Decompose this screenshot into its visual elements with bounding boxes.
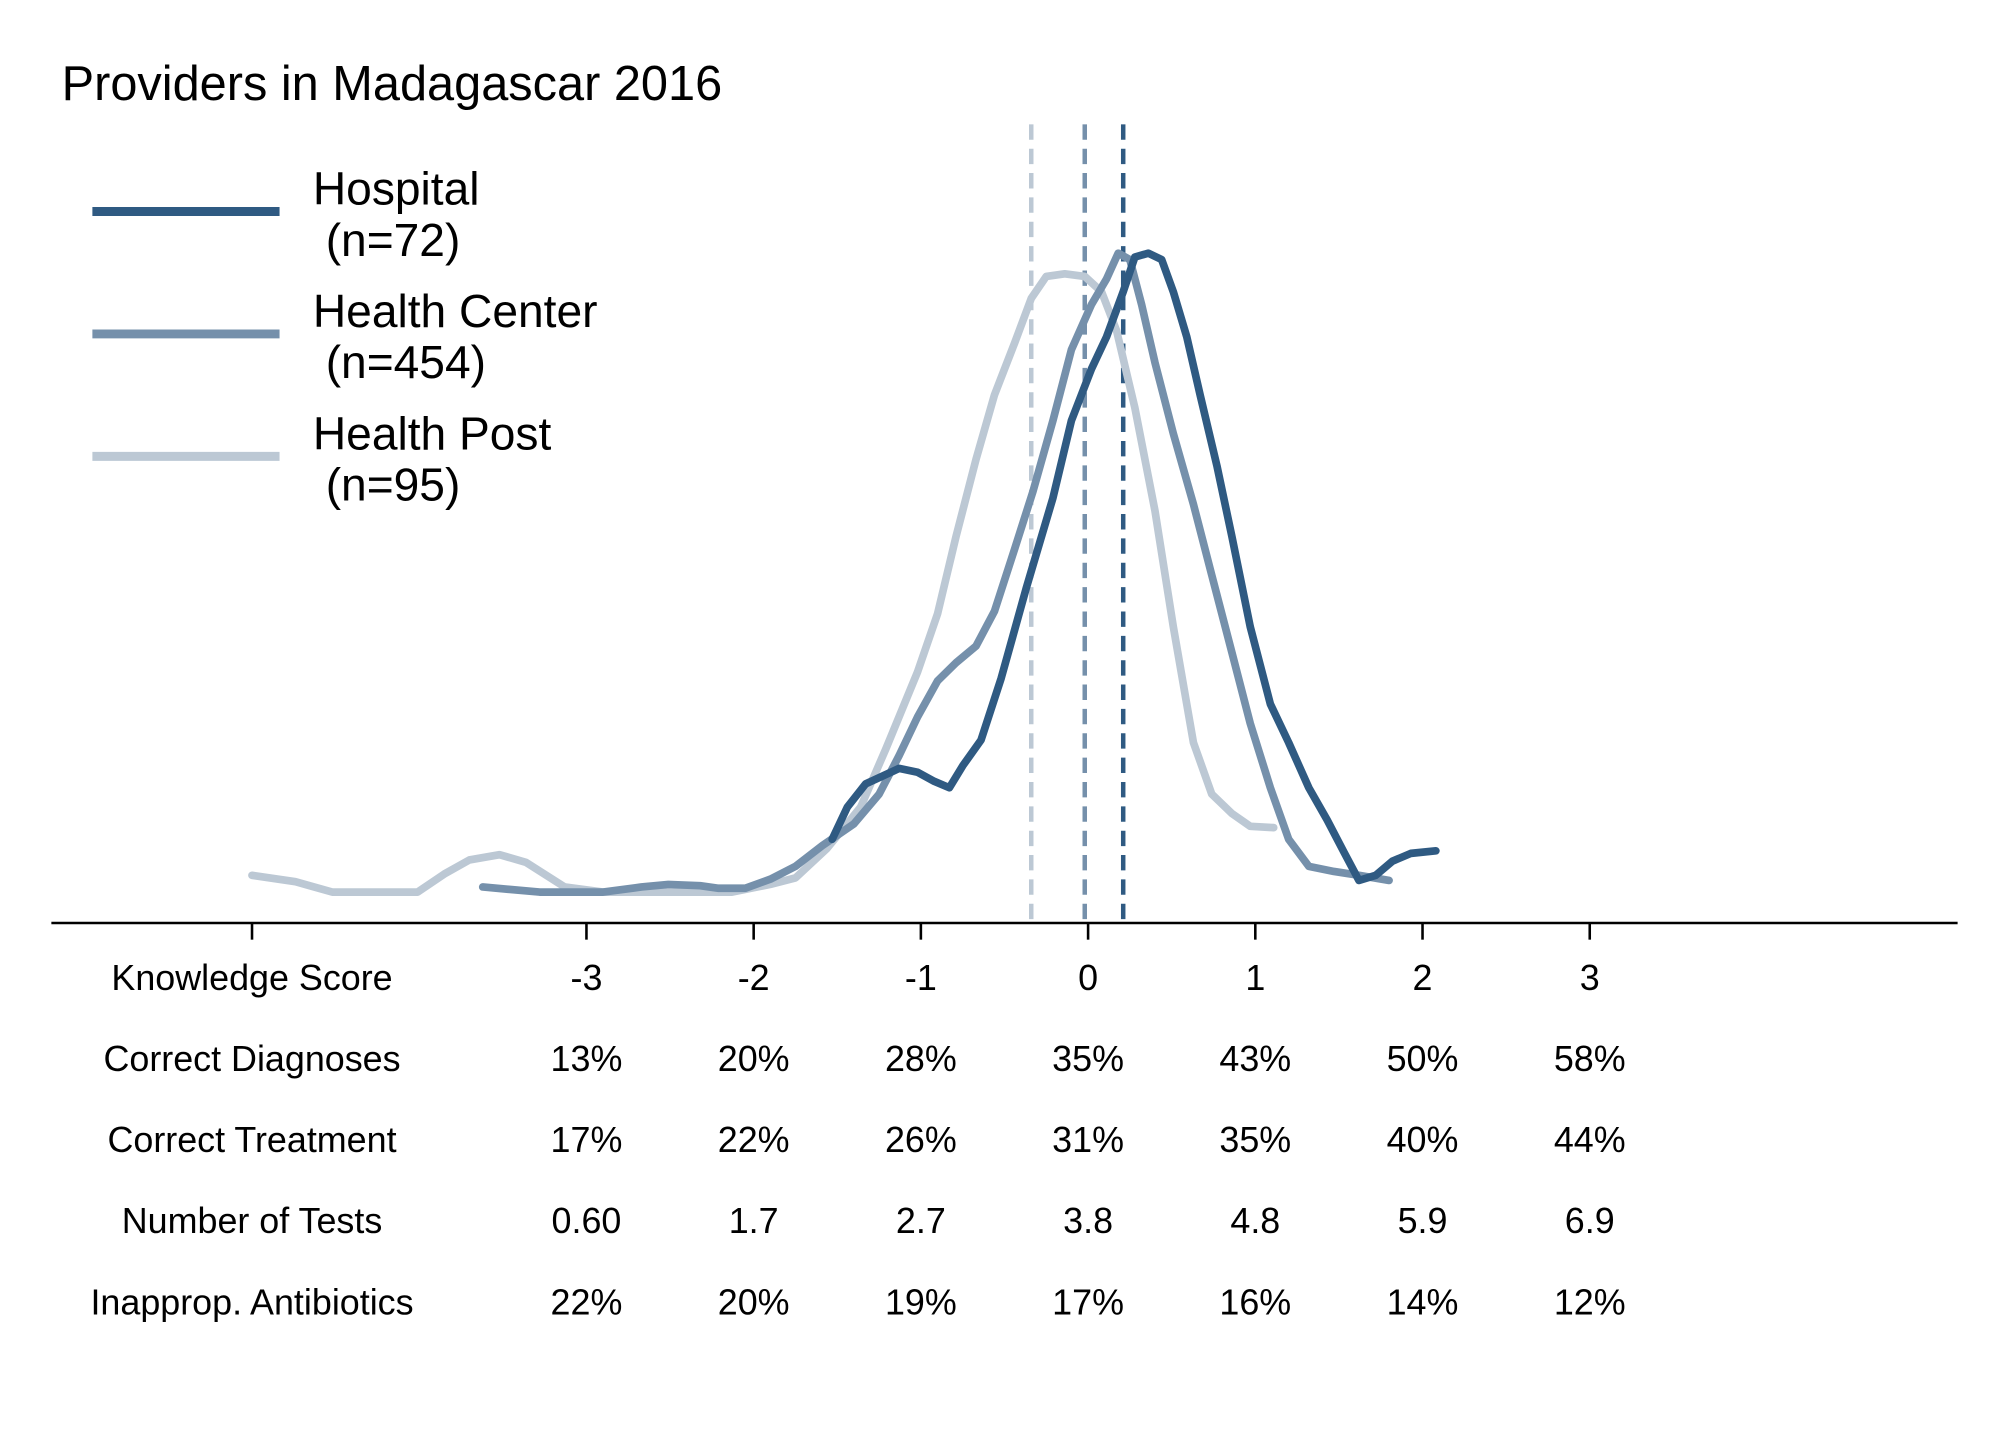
x-tick-label: -2 xyxy=(738,958,770,998)
table-cell: 58% xyxy=(1554,1039,1626,1079)
table-cell: 5.9 xyxy=(1398,1201,1448,1241)
x-tick-label: 2 xyxy=(1413,958,1433,998)
table-cell: 35% xyxy=(1052,1039,1124,1079)
table-cell: 14% xyxy=(1387,1282,1459,1322)
table-cell: 1.7 xyxy=(729,1201,779,1241)
row-label: Number of Tests xyxy=(122,1201,383,1241)
table-cell: 35% xyxy=(1219,1120,1291,1160)
table-cell: 17% xyxy=(1052,1282,1124,1322)
table-cell: 4.8 xyxy=(1230,1201,1280,1241)
table-cell: 0.60 xyxy=(552,1201,622,1241)
table-cell: 20% xyxy=(718,1282,790,1322)
density-line xyxy=(248,269,1278,896)
table-cell: 50% xyxy=(1387,1039,1459,1079)
table-cell: 26% xyxy=(885,1120,957,1160)
table-cell: 3.8 xyxy=(1063,1201,1113,1241)
chart-title: Providers in Madagascar 2016 xyxy=(62,57,723,111)
table-cell: 19% xyxy=(885,1282,957,1322)
legend-count: (n=454) xyxy=(326,336,486,388)
table-cell: 22% xyxy=(718,1120,790,1160)
x-tick-label: 3 xyxy=(1580,958,1600,998)
legend-label: Health Center xyxy=(313,285,598,337)
table-cell: 43% xyxy=(1219,1039,1291,1079)
x-tick-label: 1 xyxy=(1245,958,1265,998)
table-cell: 44% xyxy=(1554,1120,1626,1160)
table-cell: 6.9 xyxy=(1565,1201,1615,1241)
x-tick-label: Knowledge Score xyxy=(111,958,392,998)
table-cell: 20% xyxy=(718,1039,790,1079)
legend-label: Hospital xyxy=(313,162,480,214)
table-cell: 17% xyxy=(551,1120,623,1160)
table-cell: 40% xyxy=(1387,1120,1459,1160)
row-label: Correct Treatment xyxy=(107,1120,396,1160)
table-cell: 22% xyxy=(551,1282,623,1322)
row-label: Correct Diagnoses xyxy=(103,1039,400,1079)
table-cell: 28% xyxy=(885,1039,957,1079)
legend-count: (n=95) xyxy=(326,459,461,511)
legend-count: (n=72) xyxy=(326,214,461,266)
x-tick-label: 0 xyxy=(1078,958,1098,998)
table-cell: 2.7 xyxy=(896,1201,946,1241)
x-tick-label: -3 xyxy=(570,958,602,998)
x-tick-label: -1 xyxy=(905,958,937,998)
legend-label: Health Post xyxy=(313,407,552,459)
density-line xyxy=(478,249,1393,896)
row-label: Inapprop. Antibiotics xyxy=(90,1282,413,1322)
table-cell: 16% xyxy=(1219,1282,1291,1322)
density-line xyxy=(828,249,1440,885)
table-cell: 12% xyxy=(1554,1282,1626,1322)
table-cell: 31% xyxy=(1052,1120,1124,1160)
table-cell: 13% xyxy=(551,1039,623,1079)
